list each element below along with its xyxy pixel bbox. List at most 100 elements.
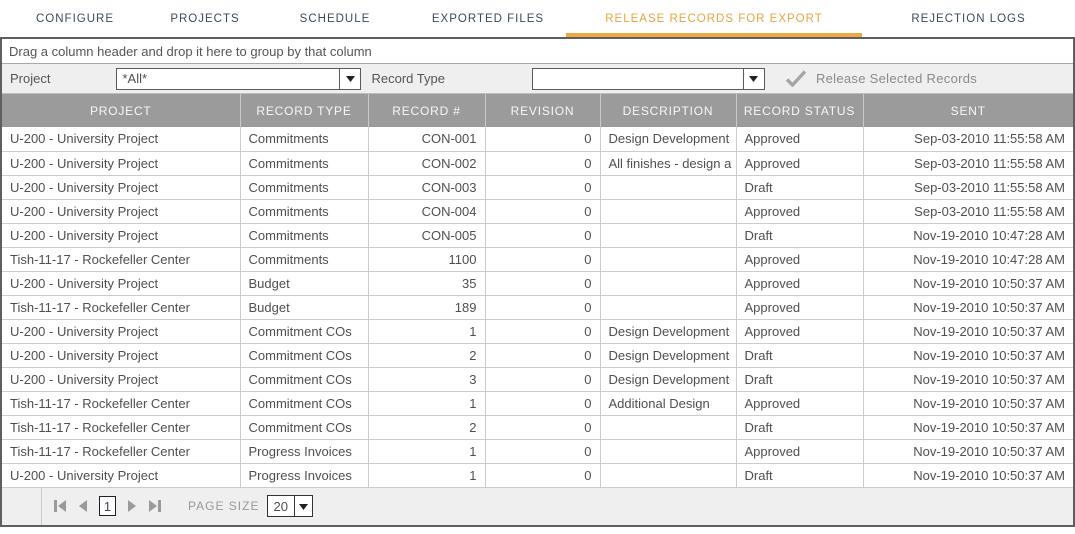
table-header-row: PROJECT RECORD TYPE RECORD # REVISION DE… <box>2 94 1073 127</box>
table-cell: 0 <box>484 127 600 152</box>
tab-configure[interactable]: CONFIGURE <box>36 12 114 25</box>
page-size-select[interactable]: 20 <box>267 495 314 517</box>
table-cell: Nov-19-2010 10:50:37 AM <box>862 319 1073 344</box>
table-cell: Budget <box>239 271 368 296</box>
table-cell: Nov-19-2010 10:50:37 AM <box>862 415 1073 440</box>
page-size-dropdown-button[interactable] <box>294 496 312 516</box>
current-page-indicator[interactable]: 1 <box>99 496 116 516</box>
table-cell: 3 <box>367 367 485 392</box>
table-row[interactable]: Tish-11-17 - Rockefeller Center Commitmen… <box>2 247 1073 272</box>
table-cell: 0 <box>484 151 600 176</box>
table-cell: Nov-19-2010 10:47:28 AM <box>862 247 1073 272</box>
table-row[interactable]: Tish-11-17 - Rockefeller Center Budget 189… <box>2 295 1073 320</box>
column-header-record-number[interactable]: RECORD # <box>367 94 485 127</box>
record-type-filter-value <box>533 69 743 89</box>
table-cell: Commitments <box>239 223 368 248</box>
table-cell: 1 <box>367 439 485 464</box>
tab-exported-files[interactable]: EXPORTED FILES <box>431 12 545 25</box>
project-filter-value: *All* <box>122 71 148 86</box>
table-cell: Commitment COs <box>239 367 368 392</box>
table-cell: CON-003 <box>367 175 485 200</box>
group-by-drop-zone[interactable]: Drag a column header and drop it here to… <box>2 39 1073 64</box>
table-row[interactable]: U-200 - University Project Commitment COs… <box>2 343 1073 368</box>
table-cell: 1100 <box>367 247 485 272</box>
table-cell: Design Development <box>599 367 736 392</box>
table-cell: Nov-19-2010 10:50:37 AM <box>862 367 1073 392</box>
first-page-button[interactable] <box>53 499 67 513</box>
table-cell: Approved <box>735 199 863 224</box>
table-cell: 2 <box>367 343 485 368</box>
table-cell: U-200 - University Project <box>2 463 240 488</box>
column-header-description[interactable]: DESCRIPTION <box>599 94 736 127</box>
project-filter-dropdown-button[interactable] <box>339 68 361 89</box>
last-page-button[interactable] <box>148 499 162 513</box>
table-cell: Sep-03-2010 11:55:58 AM <box>862 199 1073 224</box>
table-cell: 0 <box>484 319 600 344</box>
table-cell: Approved <box>735 247 863 272</box>
table-cell: U-200 - University Project <box>2 175 240 200</box>
table-cell <box>599 439 736 464</box>
release-selected-records-button[interactable]: Release Selected Records <box>785 70 977 87</box>
table-cell: 35 <box>367 271 485 296</box>
table-cell <box>599 199 736 224</box>
table-cell: Design Development <box>599 343 736 368</box>
table-cell: 0 <box>484 175 600 200</box>
table-row[interactable]: U-200 - University Project Commitments CON… <box>2 199 1073 224</box>
table-cell: Nov-19-2010 10:50:37 AM <box>862 271 1073 296</box>
pager-left-stub <box>2 487 42 525</box>
project-filter-select[interactable]: *All* <box>116 67 362 90</box>
table-cell: Tish-11-17 - Rockefeller Center <box>2 415 240 440</box>
tab-schedule[interactable]: SCHEDULE <box>299 12 371 25</box>
table-cell: U-200 - University Project <box>2 343 240 368</box>
chevron-down-icon <box>749 75 759 82</box>
table-row[interactable]: Tish-11-17 - Rockefeller Center Commitmen… <box>2 415 1073 440</box>
chevron-down-icon <box>345 75 355 82</box>
table-row[interactable]: U-200 - University Project Progress Invoi… <box>2 463 1073 488</box>
records-table: PROJECT RECORD TYPE RECORD # REVISION DE… <box>2 94 1073 488</box>
column-header-sent[interactable]: SENT <box>862 94 1073 127</box>
table-cell: Design Development <box>599 127 736 152</box>
table-row[interactable]: U-200 - University Project Budget 35 0 Appro… <box>2 271 1073 296</box>
tab-rejection-logs[interactable]: REJECTION LOGS <box>911 12 1026 25</box>
records-grid: Drag a column header and drop it here to… <box>0 37 1075 527</box>
record-type-filter-dropdown-button[interactable] <box>742 68 764 89</box>
table-cell: 2 <box>367 415 485 440</box>
record-type-filter-select[interactable] <box>531 67 765 90</box>
table-cell: 1 <box>367 319 485 344</box>
record-type-filter-label: Record Type <box>371 71 445 86</box>
column-header-record-status[interactable]: RECORD STATUS <box>735 94 863 127</box>
table-cell: Draft <box>735 415 863 440</box>
table-row[interactable]: U-200 - University Project Commitments CON… <box>2 175 1073 200</box>
table-cell: 0 <box>484 415 600 440</box>
column-header-project[interactable]: PROJECT <box>2 94 240 127</box>
tab-bar: CONFIGURE PROJECTS SCHEDULE EXPORTED FIL… <box>0 0 1075 37</box>
tab-projects[interactable]: PROJECTS <box>170 12 240 25</box>
table-cell: Approved <box>735 391 863 416</box>
table-cell: Approved <box>735 127 863 152</box>
table-cell: Nov-19-2010 10:50:37 AM <box>862 391 1073 416</box>
table-row[interactable]: Tish-11-17 - Rockefeller Center Commitmen… <box>2 391 1073 416</box>
project-filter-label: Project <box>10 71 51 86</box>
table-row[interactable]: Tish-11-17 - Rockefeller Center Progress … <box>2 439 1073 464</box>
checkmark-icon <box>785 70 807 87</box>
column-header-record-type[interactable]: RECORD TYPE <box>239 94 368 127</box>
table-cell: Sep-03-2010 11:55:58 AM <box>862 175 1073 200</box>
previous-page-button[interactable] <box>78 499 88 513</box>
group-by-hint-text: Drag a column header and drop it here to… <box>9 43 372 59</box>
table-cell: 189 <box>367 295 485 320</box>
table-row[interactable]: U-200 - University Project Commitments CON… <box>2 223 1073 248</box>
table-cell: Nov-19-2010 10:50:37 AM <box>862 343 1073 368</box>
tab-release-records-for-export[interactable]: RELEASE RECORDS FOR EXPORT <box>566 0 862 37</box>
table-row[interactable]: U-200 - University Project Commitment COs… <box>2 367 1073 392</box>
next-page-button[interactable] <box>127 499 137 513</box>
column-header-revision[interactable]: REVISION <box>484 94 600 127</box>
table-cell: CON-005 <box>367 223 485 248</box>
table-cell: Nov-19-2010 10:50:37 AM <box>862 295 1073 320</box>
table-cell: Approved <box>735 295 863 320</box>
table-row[interactable]: U-200 - University Project Commitments CON… <box>2 127 1073 152</box>
table-cell <box>599 463 736 488</box>
table-row[interactable]: U-200 - University Project Commitments CON… <box>2 151 1073 176</box>
table-row[interactable]: U-200 - University Project Commitment COs… <box>2 319 1073 344</box>
table-cell: 0 <box>484 199 600 224</box>
